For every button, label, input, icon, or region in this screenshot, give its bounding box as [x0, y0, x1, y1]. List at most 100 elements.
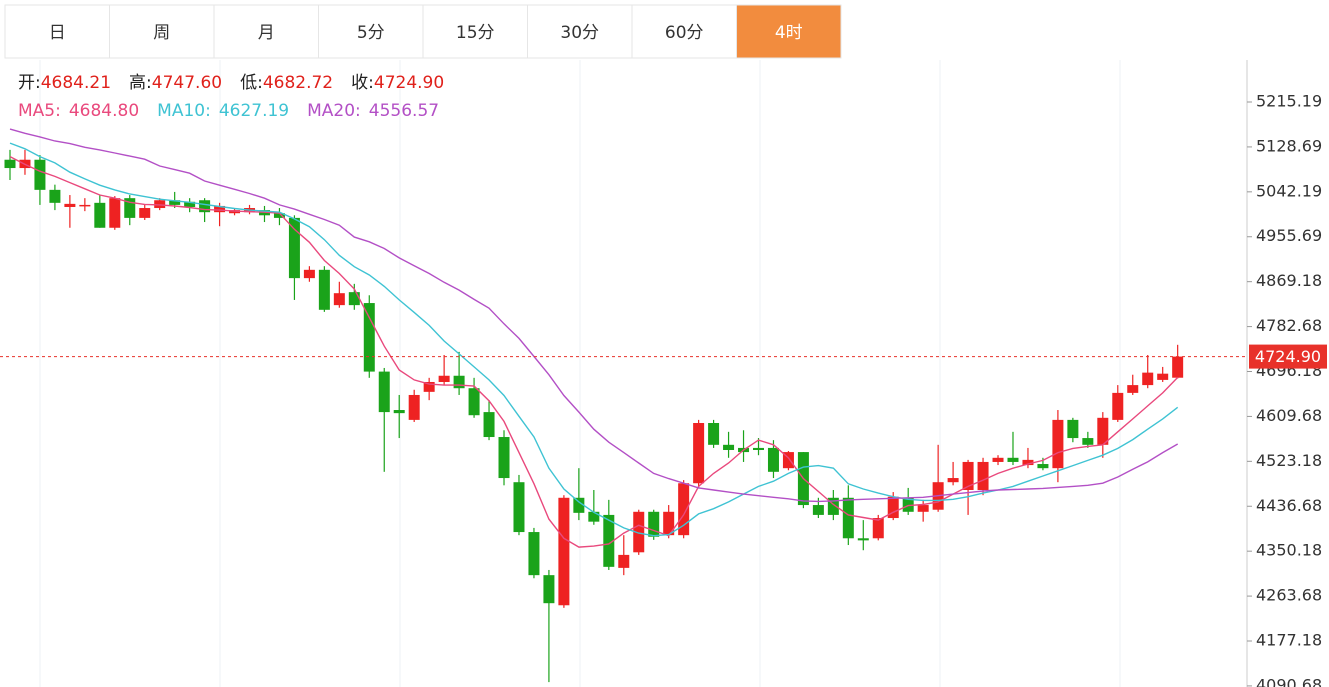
candle-body — [1037, 464, 1049, 469]
header-value: 4724.90 — [374, 73, 444, 93]
candle-body — [857, 538, 869, 541]
candle-body — [588, 511, 600, 522]
candle-body — [184, 201, 196, 207]
tab[interactable]: 5分 — [318, 4, 424, 59]
candle-body — [1112, 392, 1124, 420]
candle-body — [1067, 419, 1079, 439]
tab-label[interactable]: 5分 — [357, 23, 385, 43]
candle-body — [393, 410, 405, 414]
candle-body — [902, 497, 914, 512]
tab[interactable]: 30分 — [527, 4, 633, 59]
candle-body — [543, 575, 555, 604]
candle-body — [214, 205, 226, 213]
legend-name: MA20: — [307, 101, 361, 121]
candle-body — [468, 388, 480, 416]
tab-bg[interactable] — [4, 4, 110, 59]
ma-line — [9, 142, 1179, 537]
header-label: 收: — [351, 73, 374, 93]
candle-body — [348, 292, 360, 306]
ohlc-header: 开:4684.21 高:4747.60 低:4682.72 收:4724.90 — [18, 73, 444, 93]
tab[interactable]: 月 — [213, 4, 319, 59]
candle-body — [1007, 457, 1019, 462]
candle-body — [94, 202, 106, 228]
candle-body — [139, 208, 151, 218]
candle-body — [618, 554, 630, 568]
tab-bg[interactable] — [631, 4, 737, 59]
candle-body — [1157, 373, 1169, 380]
candle-body — [199, 200, 211, 213]
candle-body — [1022, 459, 1034, 466]
candle-body — [1052, 419, 1064, 469]
candle-body — [558, 497, 570, 606]
y-tick-label: 4609.68 — [1256, 406, 1322, 425]
y-tick-label: 4090.68 — [1256, 675, 1322, 687]
candle-body — [378, 371, 390, 413]
ma-line — [9, 155, 1179, 548]
tab[interactable]: 60分 — [631, 4, 737, 59]
tab[interactable]: 4时 — [736, 4, 842, 59]
tab-label[interactable]: 60分 — [665, 23, 704, 43]
candle-body — [64, 203, 76, 207]
tab-label[interactable]: 30分 — [560, 23, 599, 43]
y-tick-label: 4869.18 — [1256, 271, 1322, 290]
y-tick-label: 4782.68 — [1256, 316, 1322, 335]
ma-legend: MA5: 4684.80 MA10: 4627.19 MA20: 4556.57 — [18, 101, 439, 121]
header-label: 低: — [240, 73, 263, 93]
candle-body — [498, 437, 510, 479]
candle-body — [648, 511, 660, 537]
tab-bg[interactable] — [736, 4, 842, 59]
y-tick-label: 4350.18 — [1256, 541, 1322, 560]
candle-body — [767, 447, 779, 472]
tab-bg[interactable] — [422, 4, 528, 59]
candle-body — [603, 514, 615, 567]
period-tabs: 日 周 月 5分 15分 30分 60分 4时 — [4, 4, 842, 59]
candle-body — [423, 381, 435, 392]
candle-body — [842, 497, 854, 539]
tab-label[interactable]: 4时 — [775, 23, 803, 43]
candle-body — [1127, 385, 1139, 393]
candle-body — [1082, 438, 1094, 445]
candle-body — [633, 511, 645, 553]
y-tick-label: 4436.68 — [1256, 496, 1322, 515]
candle-body — [1172, 356, 1184, 378]
candle-body — [273, 213, 285, 218]
tab-label[interactable]: 周 — [153, 23, 170, 43]
tab-bg[interactable] — [527, 4, 633, 59]
y-tick-label: 5128.69 — [1256, 136, 1322, 155]
candle-body — [453, 375, 465, 389]
legend-value: 4556.57 — [369, 101, 439, 121]
tab-bg[interactable] — [318, 4, 424, 59]
legend-value: 4684.80 — [69, 101, 139, 121]
candle-body — [49, 189, 61, 203]
tab[interactable]: 日 — [4, 4, 110, 59]
candle-body — [812, 505, 824, 515]
candle-body — [753, 447, 764, 451]
tab[interactable]: 周 — [109, 4, 215, 59]
candle-body — [124, 198, 136, 218]
y-tick-label: 4523.18 — [1256, 451, 1322, 470]
candle-body — [34, 159, 46, 190]
legend-value: 4627.19 — [219, 101, 289, 121]
candle-body — [723, 444, 735, 451]
tab-label[interactable]: 月 — [258, 23, 275, 43]
header-value: 4747.60 — [152, 73, 222, 93]
candle-body — [678, 483, 690, 536]
tab-label[interactable]: 日 — [49, 23, 66, 43]
candle-body — [333, 293, 345, 306]
candle-body — [303, 269, 315, 279]
candle-body — [169, 200, 181, 205]
plot-area: 5215.19 5128.69 5042.19 4955.69 4869.18 4782.… — [0, 91, 1327, 687]
candle-body — [573, 497, 585, 513]
candle-body — [663, 511, 675, 536]
candle-body — [1142, 372, 1154, 386]
y-tick-label: 4955.69 — [1256, 226, 1322, 245]
header-label: 高: — [129, 73, 152, 93]
candle-body — [288, 217, 300, 279]
tab[interactable]: 15分 — [422, 4, 528, 59]
tab-bg[interactable] — [109, 4, 215, 59]
tab-label[interactable]: 15分 — [456, 23, 495, 43]
tab-bg[interactable] — [213, 4, 319, 59]
candle-body — [872, 518, 884, 539]
candle-body — [79, 204, 91, 207]
